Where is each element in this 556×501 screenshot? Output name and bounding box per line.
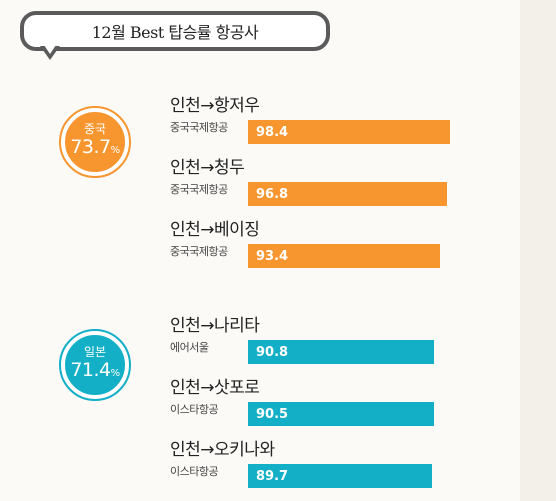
airline-label: 에어서울 — [170, 341, 209, 354]
airline-label: 이스타항공 — [170, 465, 219, 478]
chart-title: 12월 Best 탑승률 항공사 — [91, 23, 259, 42]
route-label: 인천→나리타 — [170, 316, 260, 336]
title-bubble: 12월 Best 탑승률 항공사 — [20, 11, 330, 51]
bar-value-label: 90.5 — [256, 406, 289, 422]
group-value-number: 73.7 — [70, 136, 111, 158]
bar-value-label: 89.7 — [256, 468, 289, 484]
route-label: 인천→항저우 — [170, 96, 260, 116]
airline-label: 중국국제항공 — [170, 183, 228, 196]
group-value-unit: % — [110, 368, 121, 379]
bar: 89.7 — [248, 464, 432, 488]
bubble-tail-inner — [44, 45, 56, 54]
group-value-unit: % — [110, 145, 121, 156]
route-label: 인천→삿포로 — [170, 378, 260, 398]
bar: 90.5 — [248, 402, 434, 426]
airline-label: 중국국제항공 — [170, 121, 228, 134]
group-value: 71.4% — [70, 359, 121, 385]
route-label: 인천→오키나와 — [170, 440, 275, 460]
bar: 90.8 — [248, 340, 434, 364]
group-name: 중국 — [83, 122, 107, 136]
bar-value-label: 90.8 — [256, 344, 289, 360]
bar-value-label: 98.4 — [256, 124, 289, 140]
bar: 98.4 — [248, 120, 450, 144]
group-badge: 일본 71.4% — [62, 332, 128, 398]
bar: 96.8 — [248, 182, 447, 206]
group-value-number: 71.4 — [70, 359, 111, 381]
route-label: 인천→청두 — [170, 158, 245, 178]
group-badge: 중국 73.7% — [62, 109, 128, 175]
group-value: 73.7% — [70, 136, 121, 162]
airline-label: 이스타항공 — [170, 403, 219, 416]
bar: 93.4 — [248, 244, 440, 268]
group-name: 일본 — [83, 345, 107, 359]
airline-label: 중국국제항공 — [170, 245, 228, 258]
bar-value-label: 96.8 — [256, 186, 289, 202]
bar-value-label: 93.4 — [256, 248, 289, 264]
route-label: 인천→베이징 — [170, 220, 260, 240]
